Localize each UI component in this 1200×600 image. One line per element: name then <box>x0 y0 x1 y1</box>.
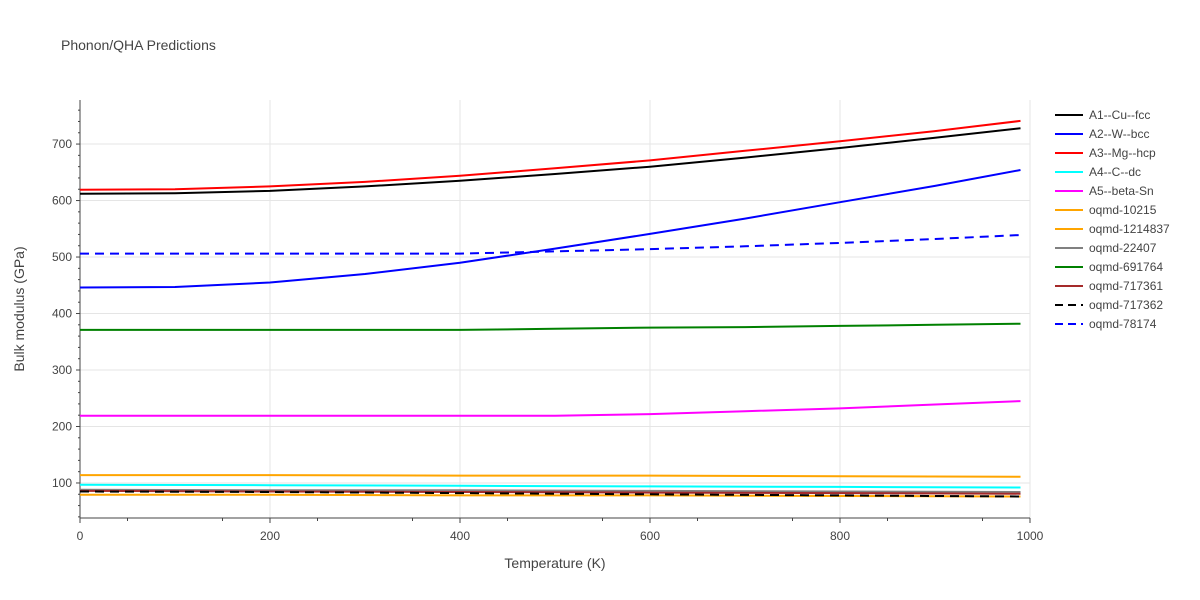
legend-label: oqmd-1214837 <box>1089 222 1170 236</box>
legend-label: A3--Mg--hcp <box>1089 146 1156 160</box>
legend-item[interactable]: oqmd-691764 <box>1055 260 1163 274</box>
y-tick-label: 200 <box>52 419 72 433</box>
x-tick-label: 800 <box>830 529 850 543</box>
x-tick-label: 200 <box>260 529 280 543</box>
legend-label: oqmd-10215 <box>1089 203 1157 217</box>
series-line-oqmd-691764 <box>80 322 1021 331</box>
legend-item[interactable]: A1--Cu--fcc <box>1055 108 1150 122</box>
x-tick-label: 0 <box>77 529 84 543</box>
series-line-oqmd-78174 <box>80 234 1021 255</box>
legend-label: oqmd-78174 <box>1089 317 1157 331</box>
legend-label: oqmd-22407 <box>1089 241 1157 255</box>
legend-label: A5--beta-Sn <box>1089 184 1154 198</box>
y-axis-title: Bulk modulus (GPa) <box>11 246 27 371</box>
y-tick-label: 500 <box>52 250 72 264</box>
chart-title: Phonon/QHA Predictions <box>61 37 216 53</box>
legend-label: A2--W--bcc <box>1089 127 1149 141</box>
legend-item[interactable]: oqmd-10215 <box>1055 203 1157 217</box>
series-line-A4--C--dc <box>79 483 1021 489</box>
series-line-A1--Cu--fcc <box>79 127 1021 195</box>
y-tick-label: 700 <box>52 137 72 151</box>
y-tick-label: 300 <box>52 363 72 377</box>
x-tick-label: 600 <box>640 529 660 543</box>
legend-label: oqmd-717361 <box>1089 279 1163 293</box>
legend-item[interactable]: oqmd-717361 <box>1055 279 1163 293</box>
legend-label: oqmd-717362 <box>1089 298 1163 312</box>
legend-item[interactable]: A4--C--dc <box>1055 165 1141 179</box>
series-line-oqmd-10215 <box>80 493 1021 498</box>
x-tick-label: 1000 <box>1017 529 1044 543</box>
series-line-A5--beta-Sn <box>80 400 1021 417</box>
series-line-A3--Mg--hcp <box>79 119 1021 191</box>
legend-label: oqmd-691764 <box>1089 260 1163 274</box>
legend-item[interactable]: A2--W--bcc <box>1055 127 1149 141</box>
x-axis-title: Temperature (K) <box>504 555 605 571</box>
series-lines <box>79 119 1021 498</box>
series-line-oqmd-1214837 <box>80 474 1021 478</box>
series-line-oqmd-22407 <box>79 488 1021 493</box>
y-tick-label: 400 <box>52 307 72 321</box>
legend-item[interactable]: oqmd-1214837 <box>1055 222 1170 236</box>
y-tick-label: 100 <box>52 476 72 490</box>
legend-label: A1--Cu--fcc <box>1089 108 1150 122</box>
x-tick-label: 400 <box>450 529 470 543</box>
legend-item[interactable]: oqmd-22407 <box>1055 241 1157 255</box>
legend-item[interactable]: A3--Mg--hcp <box>1055 146 1156 160</box>
legend-item[interactable]: A5--beta-Sn <box>1055 184 1154 198</box>
series-line-oqmd-717362 <box>79 490 1021 498</box>
legend-label: A4--C--dc <box>1089 165 1141 179</box>
series-line-A2--W--bcc <box>79 169 1021 289</box>
legend[interactable]: A1--Cu--fcc A2--W--bcc A3--Mg--hcp A4--C--d… <box>1055 108 1170 331</box>
legend-item[interactable]: oqmd-717362 <box>1055 298 1163 312</box>
axes: 0 200 400 600 800 1000 100 200 300 400 500 600 700 <box>52 100 1044 543</box>
grid <box>80 100 1031 518</box>
y-tick-label: 600 <box>52 194 72 208</box>
legend-item[interactable]: oqmd-78174 <box>1055 317 1157 331</box>
